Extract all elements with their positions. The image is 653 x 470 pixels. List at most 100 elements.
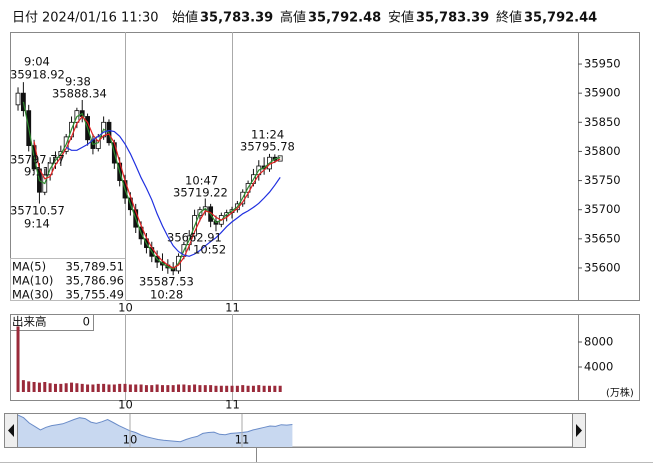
ma-line	[33, 115, 281, 269]
legend-name: MA(5)	[12, 260, 46, 274]
y-tick-label: 35900	[584, 86, 621, 100]
ma-legend-box	[10, 258, 126, 301]
volume-bar	[70, 382, 74, 392]
y-tick-label: 4000	[584, 360, 613, 374]
volume-bar	[235, 385, 239, 392]
volume-bar	[37, 382, 41, 392]
volume-bar	[118, 383, 122, 392]
annotation: 35888.34	[52, 87, 107, 101]
y-tick-label: 35950	[584, 57, 621, 71]
legend-name: MA(30)	[12, 288, 53, 302]
volume-bar	[214, 385, 218, 392]
price-panel	[10, 32, 640, 301]
annotation: 35662.91	[167, 231, 222, 245]
header-label: 高値	[280, 10, 306, 26]
header-value: 35,783.39	[416, 11, 489, 26]
y-tick-label: 35650	[584, 231, 621, 245]
volume-bar	[86, 384, 90, 392]
volume-bar	[64, 383, 68, 392]
volume-bar	[16, 326, 20, 392]
legend-value: 35,786.96	[65, 274, 124, 288]
arrow-left	[8, 424, 14, 437]
y-tick-label: 35750	[584, 173, 621, 187]
annotation: 9:11	[24, 165, 50, 179]
annotation: 10:47	[185, 174, 218, 188]
annotation: 9:38	[65, 75, 91, 89]
volume-bar	[193, 384, 197, 392]
volume-bar	[150, 385, 154, 392]
volume-unit: (万株)	[606, 386, 634, 399]
volume-bar	[27, 381, 31, 392]
volume-bar	[187, 385, 191, 392]
volume-bar	[246, 385, 250, 392]
volume-bar	[198, 385, 202, 392]
volume-bar	[278, 385, 282, 392]
annotation: 9:14	[24, 217, 50, 231]
annotation: 35587.53	[139, 275, 194, 289]
header-label: 安値	[388, 10, 414, 26]
annotation: 35719.22	[173, 186, 228, 200]
navigator-tick-label: 10	[123, 433, 138, 447]
volume-bar	[177, 384, 181, 392]
x-tick-label: 11	[225, 398, 240, 412]
y-tick-label: 8000	[584, 335, 613, 349]
arrow-right	[576, 424, 582, 437]
volume-bar	[128, 384, 132, 392]
volume-bar	[267, 385, 271, 392]
volume-bar	[182, 384, 186, 392]
volume-bar	[43, 382, 47, 392]
volume-bar	[21, 380, 25, 392]
volume-bar	[112, 384, 116, 392]
volume-bar	[107, 384, 111, 392]
volume-bar	[80, 383, 84, 392]
header-value: 35,783.39	[200, 11, 273, 26]
volume-bar	[144, 385, 148, 392]
volume-bar	[225, 385, 229, 392]
annotation: 9:04	[24, 55, 50, 69]
annotation: 35710.57	[10, 204, 65, 218]
legend-value: 35,755.49	[65, 288, 124, 302]
volume-bar	[160, 385, 164, 392]
volume-bar	[102, 383, 106, 392]
volume-bar	[203, 385, 207, 392]
annotation: 11:24	[251, 128, 284, 142]
annotation: 10:28	[150, 288, 183, 302]
annotation: 35918.92	[10, 68, 65, 82]
volume-current: 0	[83, 315, 90, 329]
volume-bar	[171, 385, 175, 392]
volume-bar	[273, 385, 277, 392]
volume-bar	[91, 384, 95, 392]
annotation: 35795.78	[240, 140, 295, 154]
y-tick-label: 35850	[584, 115, 621, 129]
y-tick-label: 35800	[584, 144, 621, 158]
volume-bar	[219, 385, 223, 392]
header-label: 日付	[12, 11, 38, 26]
volume-bar	[262, 385, 266, 392]
volume-bar	[230, 385, 234, 392]
y-tick-label: 35600	[584, 260, 621, 274]
header-label: 終値	[496, 10, 522, 26]
volume-bar	[166, 385, 170, 392]
volume-bar	[123, 383, 127, 392]
ma-line	[22, 101, 281, 270]
volume-bar	[155, 384, 159, 392]
volume-bar	[134, 384, 138, 392]
header-value: 35,792.44	[524, 11, 597, 26]
volume-bar	[32, 382, 36, 392]
volume-bar	[96, 383, 100, 392]
volume-bar	[139, 384, 143, 392]
annotation: 35797.77	[10, 153, 65, 167]
volume-bar	[241, 385, 245, 392]
x-tick-label: 10	[118, 398, 133, 412]
header-value: 2024/01/16 11:30	[42, 11, 159, 26]
volume-bar	[53, 383, 57, 392]
volume-bar	[48, 383, 52, 392]
legend-name: MA(10)	[12, 274, 53, 288]
ma-line	[65, 129, 281, 257]
navigator-line	[17, 414, 293, 443]
header-value: 35,792.48	[308, 11, 381, 26]
volume-title: 出来高	[12, 315, 47, 329]
legend-value: 35,789.51	[65, 260, 124, 274]
volume-bar	[59, 383, 63, 392]
